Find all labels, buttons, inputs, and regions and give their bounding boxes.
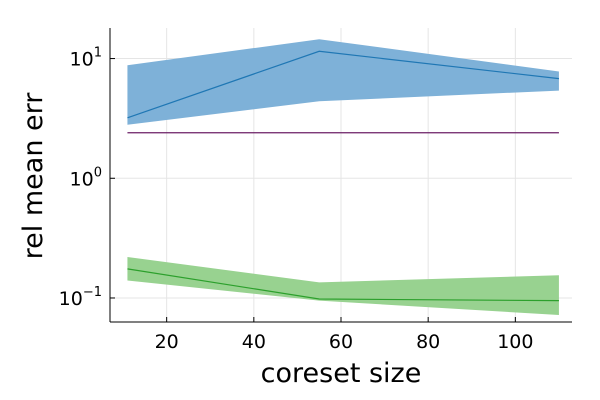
series-1-line (127, 50, 559, 119)
y-ticks: 10−1 100 101 (59, 46, 115, 310)
x-tick-label: 40 (242, 331, 266, 353)
y-tick-label: 10−1 (59, 285, 102, 310)
y-tick-label: 100 (70, 165, 102, 190)
y-axis-title: rel mean err (18, 92, 49, 260)
y-tick-label: 101 (70, 46, 102, 71)
series-2-line (127, 268, 559, 302)
series-2-band (127, 256, 559, 316)
x-tick-label: 60 (329, 331, 353, 353)
x-tick-label: 20 (155, 331, 179, 353)
confidence-bands (127, 39, 559, 316)
x-axis-title: coreset size (261, 358, 422, 389)
series-1-band (127, 39, 559, 125)
x-tick-label: 80 (416, 331, 440, 353)
series-lines (127, 50, 559, 302)
x-ticks: 20 40 60 80 100 (155, 317, 533, 353)
x-tick-label: 100 (497, 331, 533, 353)
